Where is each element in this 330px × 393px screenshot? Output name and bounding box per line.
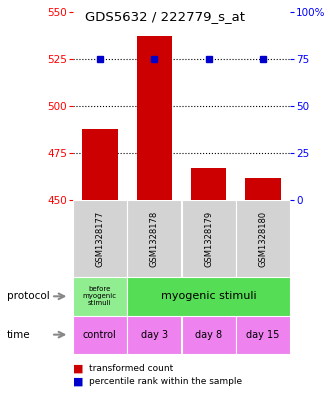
Text: GSM1328177: GSM1328177 — [95, 211, 104, 267]
Text: GSM1328178: GSM1328178 — [150, 211, 159, 267]
Text: GSM1328180: GSM1328180 — [259, 211, 268, 267]
Bar — [127, 200, 182, 277]
Bar — [73, 316, 127, 354]
Bar — [191, 168, 226, 200]
Text: day 8: day 8 — [195, 330, 222, 340]
Text: percentile rank within the sample: percentile rank within the sample — [89, 378, 242, 386]
Text: protocol: protocol — [7, 291, 50, 301]
Bar — [73, 277, 127, 316]
Text: day 3: day 3 — [141, 330, 168, 340]
Text: control: control — [83, 330, 117, 340]
Text: before
myogenic
stimuli: before myogenic stimuli — [83, 286, 117, 306]
Bar — [82, 129, 117, 200]
Text: ■: ■ — [73, 364, 83, 374]
Bar — [127, 316, 182, 354]
Text: ■: ■ — [73, 377, 83, 387]
Bar — [137, 36, 172, 200]
Text: GSM1328179: GSM1328179 — [204, 211, 213, 267]
Bar — [236, 316, 290, 354]
Bar — [182, 200, 236, 277]
Bar — [73, 200, 127, 277]
Text: GDS5632 / 222779_s_at: GDS5632 / 222779_s_at — [85, 10, 245, 23]
Bar — [236, 200, 290, 277]
Bar — [127, 277, 290, 316]
Bar — [246, 178, 281, 200]
Bar — [182, 316, 236, 354]
Text: time: time — [7, 330, 30, 340]
Text: day 15: day 15 — [247, 330, 280, 340]
Text: transformed count: transformed count — [89, 364, 173, 373]
Text: myogenic stimuli: myogenic stimuli — [161, 291, 256, 301]
